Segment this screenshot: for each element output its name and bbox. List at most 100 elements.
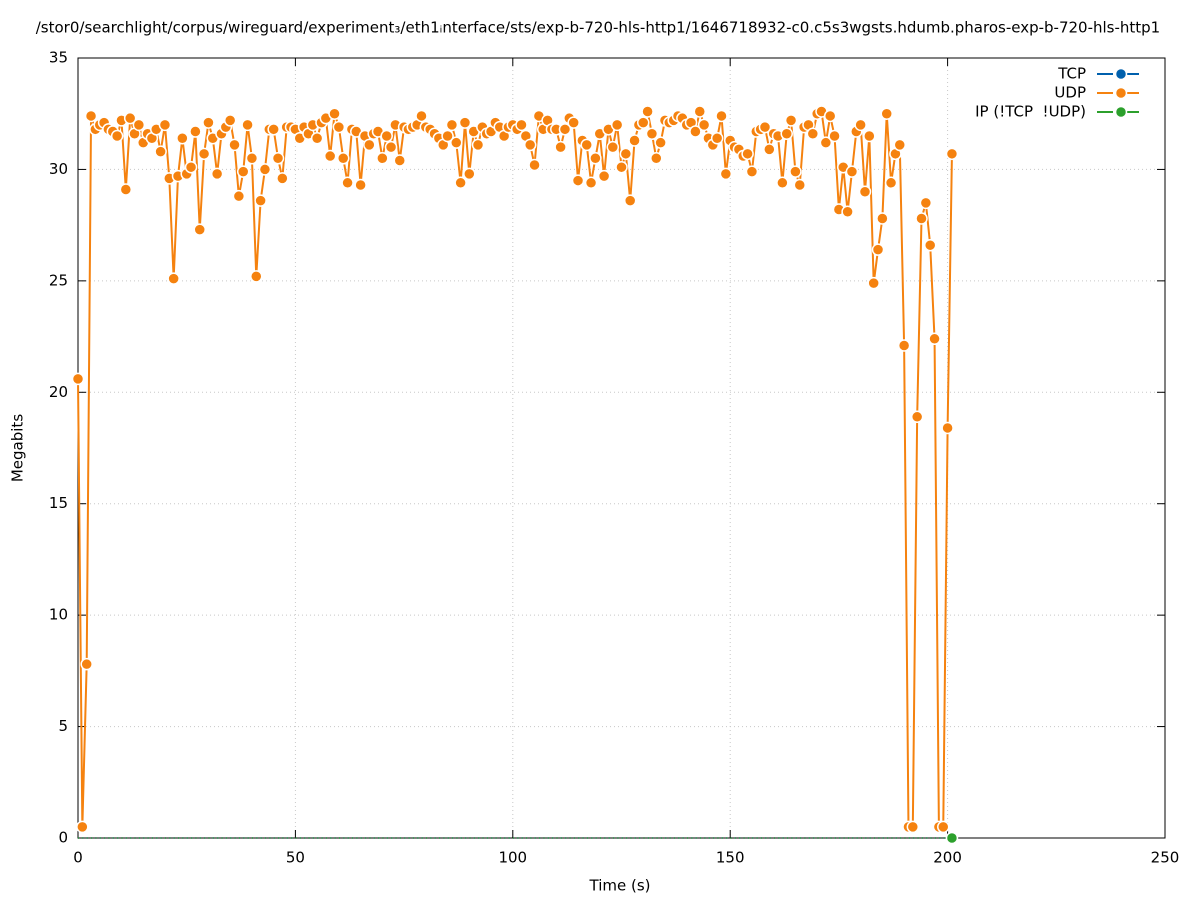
y-tick-label: 10 (49, 606, 68, 624)
y-tick-label: 25 (49, 271, 68, 289)
data-point (610, 118, 624, 132)
data-point (554, 140, 567, 154)
data-point (236, 165, 250, 178)
y-tick-label: 30 (49, 160, 68, 178)
data-point (854, 118, 867, 132)
data-point (597, 169, 611, 183)
data-point (158, 118, 172, 132)
data-point (823, 109, 837, 123)
data-point (745, 165, 759, 178)
data-point (863, 129, 876, 143)
data-point (271, 152, 285, 165)
data-point (210, 167, 224, 181)
data-point (789, 165, 802, 178)
data-point (693, 105, 707, 118)
data-point (250, 270, 263, 283)
data-point (906, 820, 920, 834)
data-point (132, 118, 146, 132)
data-point (232, 189, 246, 203)
data-point (654, 136, 667, 149)
data-point (515, 118, 528, 132)
data-point (336, 152, 350, 165)
data-point (880, 107, 893, 120)
data-point (528, 158, 541, 172)
data-point (689, 125, 702, 138)
data-point (828, 129, 841, 143)
data-point (650, 152, 663, 165)
data-point (845, 165, 859, 178)
data-point (380, 129, 393, 143)
data-point (741, 147, 754, 161)
data-point (80, 657, 93, 671)
x-tick-label: 50 (286, 849, 305, 867)
data-point (910, 410, 924, 424)
data-point (454, 176, 467, 190)
data-point (384, 140, 398, 154)
data-point (71, 372, 85, 386)
data-point (919, 196, 933, 210)
data-point (123, 111, 137, 125)
legend-label: TCP (1057, 65, 1086, 83)
x-tick-label: 150 (716, 849, 745, 867)
data-point (584, 176, 598, 190)
data-point (858, 185, 872, 198)
data-point (715, 109, 728, 123)
data-point (928, 332, 941, 346)
data-point (876, 212, 889, 225)
data-point (154, 145, 167, 158)
data-point (332, 120, 346, 134)
data-point (223, 114, 237, 127)
x-tick-label: 250 (1151, 849, 1180, 867)
data-point (523, 138, 537, 152)
data-point (945, 147, 959, 161)
chart-title: /stor0/searchlight/corpus/wireguard/expe… (36, 19, 1160, 37)
data-point (945, 831, 959, 845)
data-point (254, 194, 267, 207)
y-tick-label: 15 (49, 494, 68, 512)
y-axis-label: Megabits (9, 414, 27, 482)
data-point (376, 152, 389, 165)
legend-label: UDP (1054, 84, 1086, 102)
data-point (841, 205, 854, 219)
data-point (645, 127, 659, 141)
data-point (276, 172, 289, 185)
data-point (245, 152, 259, 165)
data-point (193, 223, 206, 236)
data-point (923, 238, 937, 252)
data-point (267, 123, 280, 136)
data-point (623, 194, 637, 207)
data-point (615, 160, 628, 174)
data-point (202, 116, 215, 129)
data-point (776, 176, 789, 190)
x-tick-label: 200 (933, 849, 962, 867)
data-point (941, 421, 954, 435)
data-point (636, 116, 650, 129)
data-point (119, 183, 133, 196)
data-point (780, 127, 793, 141)
data-point (197, 147, 211, 161)
data-point (328, 107, 341, 120)
data-point (589, 152, 602, 165)
data-point (450, 136, 463, 149)
data-point (84, 109, 98, 123)
data-point (893, 138, 907, 152)
data-point (719, 167, 733, 181)
x-axis-label: Time (s) (589, 877, 651, 895)
y-tick-label: 20 (49, 383, 68, 401)
legend-marker (1114, 105, 1128, 119)
data-point (415, 109, 428, 123)
data-point (363, 138, 376, 152)
data-point (258, 163, 272, 176)
data-point (241, 118, 254, 132)
legend-marker (1114, 67, 1128, 81)
data-point (793, 178, 807, 192)
data-point (871, 243, 885, 256)
data-point (167, 272, 180, 285)
data-point (445, 118, 459, 132)
data-point (471, 138, 485, 152)
data-point (189, 125, 202, 138)
data-point (758, 120, 772, 134)
data-point (763, 143, 776, 156)
data-point (897, 339, 911, 352)
